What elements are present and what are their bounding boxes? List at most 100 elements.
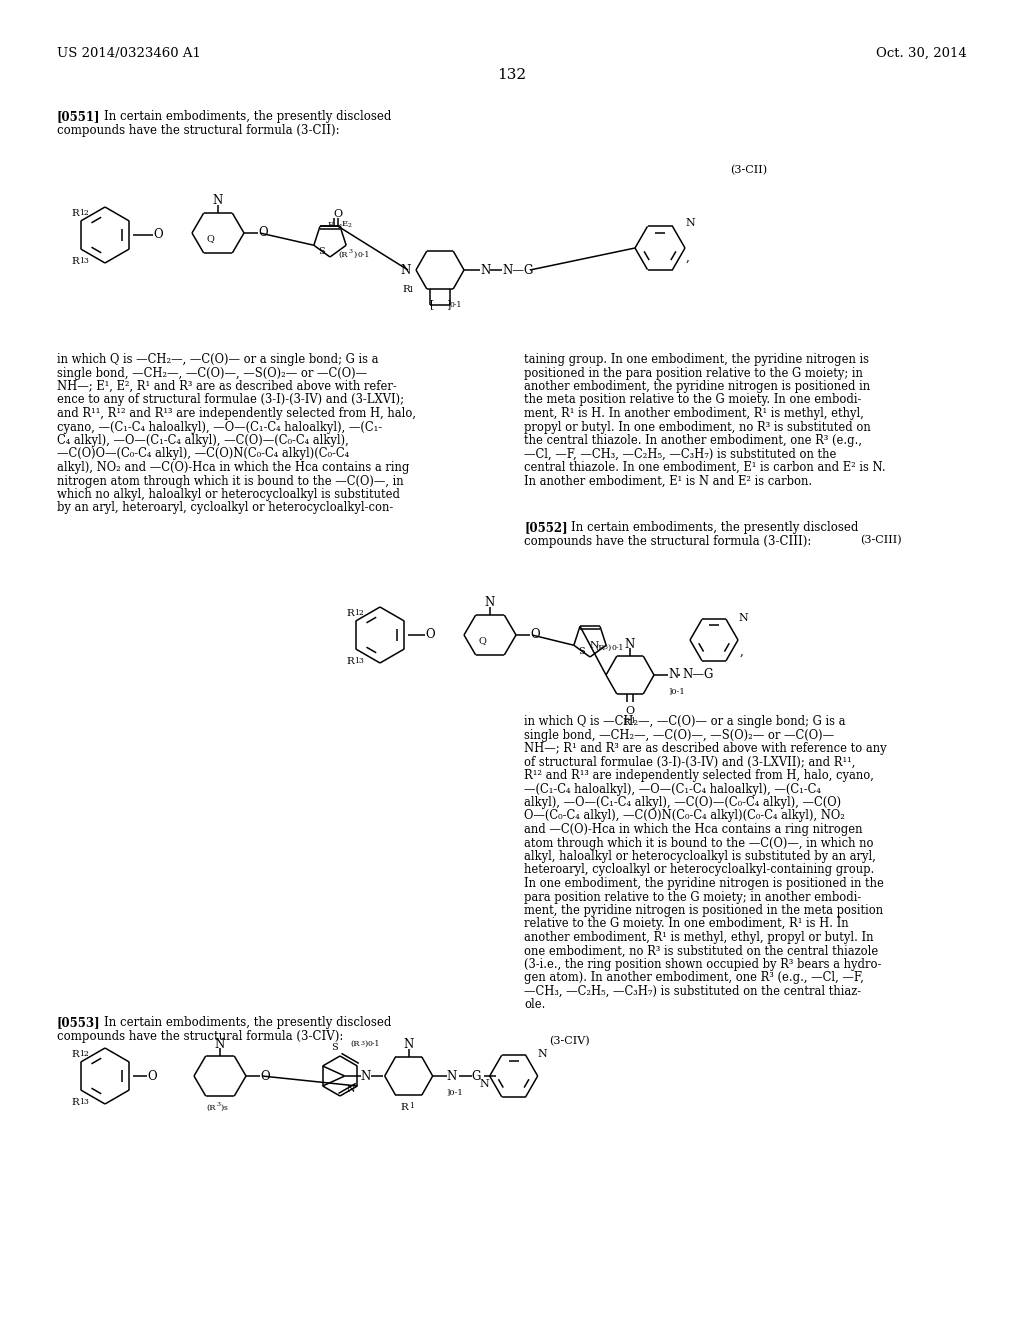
Text: 3: 3 — [603, 645, 607, 649]
Text: single bond, —CH₂—, —C(O)—, —S(O)₂— or —C(O)—: single bond, —CH₂—, —C(O)—, —S(O)₂— or —… — [524, 729, 835, 742]
Text: O: O — [425, 628, 434, 642]
Text: G: G — [472, 1069, 481, 1082]
Text: ence to any of structural formulae (3-I)-(3-IV) and (3-LXVI);: ence to any of structural formulae (3-I)… — [57, 393, 404, 407]
Text: In another embodiment, E¹ is N and E² is carbon.: In another embodiment, E¹ is N and E² is… — [524, 474, 812, 487]
Text: (R: (R — [350, 1040, 359, 1048]
Text: C₄ alkyl), —O—(C₁-C₄ alkyl), —C(O)—(C₀-C₄ alkyl),: C₄ alkyl), —O—(C₁-C₄ alkyl), —C(O)—(C₀-C… — [57, 434, 349, 447]
Text: 13: 13 — [79, 257, 89, 265]
Text: Q: Q — [206, 235, 214, 243]
Text: which no alkyl, haloalkyl or heterocycloalkyl is substituted: which no alkyl, haloalkyl or heterocyclo… — [57, 488, 400, 502]
Text: compounds have the structural formula (3-CII):: compounds have the structural formula (3… — [57, 124, 340, 137]
Text: alkyl, haloalkyl or heterocycloalkyl is substituted by an aryl,: alkyl, haloalkyl or heterocycloalkyl is … — [524, 850, 876, 863]
Text: US 2014/0323460 A1: US 2014/0323460 A1 — [57, 48, 201, 59]
Text: (3-CIII): (3-CIII) — [860, 535, 901, 545]
Text: [: [ — [430, 300, 434, 309]
Text: (3-i.e., the ring position shown occupied by R³ bears a hydro-: (3-i.e., the ring position shown occupie… — [524, 958, 882, 972]
Text: ): ) — [364, 1040, 368, 1048]
Text: (3-CII): (3-CII) — [730, 165, 767, 176]
Text: the central thiazole. In another embodiment, one R³ (e.g.,: the central thiazole. In another embodim… — [524, 434, 862, 447]
Text: N: N — [589, 640, 598, 649]
Text: of structural formulae (3-I)-(3-IV) and (3-LXVII); and R¹¹,: of structural formulae (3-I)-(3-IV) and … — [524, 755, 855, 768]
Text: ment, R¹ is H. In another embodiment, R¹ is methyl, ethyl,: ment, R¹ is H. In another embodiment, R¹… — [524, 407, 864, 420]
Text: 12: 12 — [79, 1049, 89, 1059]
Text: O: O — [260, 1069, 269, 1082]
Text: In certain embodiments, the presently disclosed: In certain embodiments, the presently di… — [104, 1016, 391, 1030]
Text: ]: ] — [445, 300, 451, 309]
Text: 12: 12 — [354, 609, 364, 616]
Text: S: S — [579, 647, 585, 656]
Text: N: N — [215, 1038, 225, 1051]
Text: —Cl, —F, —CH₃, —C₂H₅, —C₃H₇) is substituted on the: —Cl, —F, —CH₃, —C₂H₅, —C₃H₇) is substitu… — [524, 447, 837, 461]
Text: in which Q is —CH₂—, —C(O)— or a single bond; G is a: in which Q is —CH₂—, —C(O)— or a single … — [57, 352, 379, 366]
Text: central thiazole. In one embodiment, E¹ is carbon and E² is N.: central thiazole. In one embodiment, E¹ … — [524, 461, 886, 474]
Text: relative to the G moiety. In one embodiment, R¹ is H. In: relative to the G moiety. In one embodim… — [524, 917, 849, 931]
Text: compounds have the structural formula (3-CIV):: compounds have the structural formula (3… — [57, 1030, 343, 1043]
Text: ]0-1: ]0-1 — [668, 686, 685, 696]
Text: 13: 13 — [354, 657, 364, 665]
Text: R: R — [71, 257, 79, 267]
Text: ): ) — [220, 1104, 223, 1111]
Text: In certain embodiments, the presently disclosed: In certain embodiments, the presently di… — [571, 521, 858, 535]
Text: R: R — [346, 609, 353, 618]
Text: [0552]: [0552] — [524, 521, 567, 535]
Text: and R¹¹, R¹² and R¹³ are independently selected from H, halo,: and R¹¹, R¹² and R¹³ are independently s… — [57, 407, 416, 420]
Text: R¹² and R¹³ are independently selected from H, halo, cyano,: R¹² and R¹³ are independently selected f… — [524, 770, 873, 781]
Text: ment, the pyridine nitrogen is positioned in the meta position: ment, the pyridine nitrogen is positione… — [524, 904, 883, 917]
Text: R: R — [400, 1104, 409, 1111]
Text: ,: , — [686, 251, 690, 264]
Text: 1: 1 — [630, 717, 635, 725]
Text: another embodiment, the pyridine nitrogen is positioned in: another embodiment, the pyridine nitroge… — [524, 380, 870, 393]
Text: In one embodiment, the pyridine nitrogen is positioned in the: In one embodiment, the pyridine nitrogen… — [524, 876, 884, 890]
Text: N: N — [485, 597, 496, 610]
Text: 2: 2 — [348, 223, 352, 228]
Text: N: N — [347, 1085, 355, 1094]
Text: 132: 132 — [498, 69, 526, 82]
Text: —CH₃, —C₂H₅, —C₃H₇) is substituted on the central thiaz-: —CH₃, —C₂H₅, —C₃H₇) is substituted on th… — [524, 985, 861, 998]
Text: propyl or butyl. In one embodiment, no R³ is substituted on: propyl or butyl. In one embodiment, no R… — [524, 421, 870, 433]
Text: —(C₁-C₄ haloalkyl), —O—(C₁-C₄ haloalkyl), —(C₁-C₄: —(C₁-C₄ haloalkyl), —O—(C₁-C₄ haloalkyl)… — [524, 783, 821, 796]
Text: (3-CIV): (3-CIV) — [549, 1036, 589, 1047]
Text: O: O — [147, 1069, 157, 1082]
Text: NH—; E¹, E², R¹ and R³ are as described above with refer-: NH—; E¹, E², R¹ and R³ are as described … — [57, 380, 396, 393]
Text: para position relative to the G moiety; in another embodi-: para position relative to the G moiety; … — [524, 891, 861, 903]
Text: O—(C₀-C₄ alkyl), —C(O)N(C₀-C₄ alkyl)(C₀-C₄ alkyl), NO₂: O—(C₀-C₄ alkyl), —C(O)N(C₀-C₄ alkyl)(C₀-… — [524, 809, 845, 822]
Text: N—G: N—G — [502, 264, 534, 276]
Text: 0-1: 0-1 — [368, 1040, 380, 1048]
Text: alkyl), NO₂ and —C(O)-Hca in which the Hca contains a ring: alkyl), NO₂ and —C(O)-Hca in which the H… — [57, 461, 410, 474]
Text: nitrogen atom through which it is bound to the —C(O)—, in: nitrogen atom through which it is bound … — [57, 474, 403, 487]
Text: another embodiment, R¹ is methyl, ethyl, propyl or butyl. In: another embodiment, R¹ is methyl, ethyl,… — [524, 931, 873, 944]
Text: R: R — [71, 1049, 79, 1059]
Text: ): ) — [353, 251, 356, 259]
Text: O: O — [626, 706, 635, 715]
Text: 1: 1 — [338, 224, 342, 230]
Text: positioned in the para position relative to the G moiety; in: positioned in the para position relative… — [524, 367, 863, 380]
Text: Q: Q — [478, 636, 486, 645]
Text: N: N — [685, 218, 694, 228]
Text: R: R — [402, 285, 410, 294]
Text: 3: 3 — [360, 1041, 364, 1045]
Text: taining group. In one embodiment, the pyridine nitrogen is: taining group. In one embodiment, the py… — [524, 352, 869, 366]
Text: R: R — [346, 657, 353, 667]
Text: ): ) — [607, 644, 610, 652]
Text: (R: (R — [338, 251, 348, 259]
Text: s: s — [224, 1104, 228, 1111]
Text: ole.: ole. — [524, 998, 546, 1011]
Text: N: N — [538, 1049, 548, 1059]
Text: N: N — [480, 264, 490, 276]
Text: ,: , — [740, 645, 743, 657]
Text: one embodiment, no R³ is substituted on the central thiazole: one embodiment, no R³ is substituted on … — [524, 945, 879, 957]
Text: cyano, —(C₁-C₄ haloalkyl), —O—(C₁-C₄ haloalkyl), —(C₁-: cyano, —(C₁-C₄ haloalkyl), —O—(C₁-C₄ hal… — [57, 421, 382, 433]
Text: 1: 1 — [409, 1102, 414, 1110]
Text: by an aryl, heteroaryl, cycloalkyl or heterocycloalkyl-con-: by an aryl, heteroaryl, cycloalkyl or he… — [57, 502, 393, 515]
Text: 0-1: 0-1 — [450, 301, 463, 309]
Text: 0-1: 0-1 — [357, 251, 370, 259]
Text: N—G: N—G — [682, 668, 714, 681]
Text: NH—; R¹ and R³ are as described above with reference to any: NH—; R¹ and R³ are as described above wi… — [524, 742, 887, 755]
Text: O: O — [258, 227, 267, 239]
Text: N: N — [403, 1039, 414, 1052]
Text: heteroaryl, cycloalkyl or heterocycloalkyl-containing group.: heteroaryl, cycloalkyl or heterocycloalk… — [524, 863, 874, 876]
Text: 3: 3 — [348, 249, 352, 255]
Text: R: R — [71, 1098, 79, 1107]
Text: S: S — [331, 1044, 337, 1052]
Text: single bond, —CH₂—, —C(O)—, —S(O)₂— or —C(O)—: single bond, —CH₂—, —C(O)—, —S(O)₂— or —… — [57, 367, 368, 380]
